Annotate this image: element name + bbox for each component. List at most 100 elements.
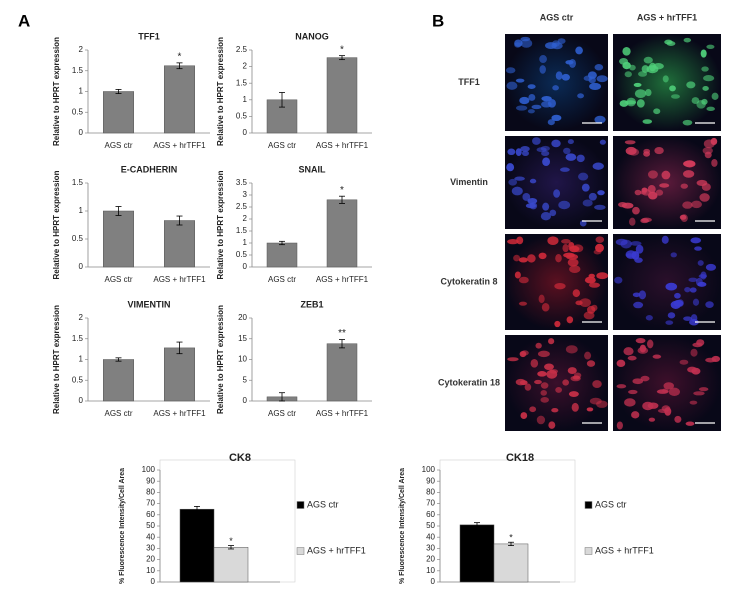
- cell: [683, 316, 693, 321]
- y-tick-label: 0.5: [72, 107, 84, 116]
- cell: [582, 199, 593, 207]
- x-tick-label: AGS + hrTFF1: [153, 275, 206, 284]
- bar: [326, 343, 358, 402]
- cell: [597, 190, 605, 196]
- cell: [595, 243, 604, 253]
- micrograph: [613, 34, 721, 131]
- y-tick-label: 50: [146, 521, 155, 530]
- cell: [633, 82, 642, 87]
- cell: [527, 84, 536, 89]
- y-tick-label: 10: [426, 566, 435, 575]
- x-tick-label: AGS + hrTFF1: [153, 141, 206, 150]
- cell: [507, 357, 519, 362]
- cell: [661, 170, 671, 180]
- cell: [594, 64, 604, 71]
- y-tick-label: 40: [426, 532, 435, 541]
- x-tick-label: AGS ctr: [104, 141, 132, 150]
- y-tick-label: 15: [238, 334, 247, 343]
- cell: [536, 147, 547, 153]
- cell: [519, 96, 530, 105]
- cell: [544, 363, 554, 371]
- error-bar: [176, 62, 183, 70]
- cell: [662, 75, 669, 83]
- cell: [548, 421, 556, 429]
- bar: [213, 547, 249, 583]
- x-tick-label: AGS + hrTFF1: [316, 275, 369, 284]
- y-tick-label: 3: [243, 190, 248, 199]
- y-tick-label: 1: [79, 206, 84, 215]
- legend-label: AGS + hrTFF1: [595, 545, 654, 555]
- y-tick-label: 0.5: [236, 250, 248, 259]
- cell: [560, 167, 570, 172]
- cell: [680, 214, 688, 223]
- y-tick-label: 0.5: [72, 375, 84, 384]
- cell: [591, 304, 598, 312]
- cell: [507, 238, 519, 245]
- error-bar: [176, 341, 183, 355]
- x-tick-label: AGS ctr: [104, 409, 132, 418]
- row-label: Cytokeratin 8: [440, 276, 497, 286]
- y-tick-label: 70: [146, 499, 155, 508]
- cell: [558, 200, 571, 210]
- legend-label: AGS ctr: [307, 499, 339, 509]
- micrograph: [505, 136, 608, 229]
- bar: [493, 543, 529, 583]
- cell: [535, 342, 542, 349]
- y-tick-label: 20: [426, 555, 435, 564]
- cell: [566, 253, 579, 260]
- y-tick-label: 2: [243, 62, 248, 71]
- cell: [624, 140, 636, 145]
- cell: [540, 382, 549, 389]
- cell: [652, 354, 662, 359]
- cell: [705, 301, 714, 308]
- chart-title: E-CADHERIN: [121, 164, 178, 174]
- cell: [532, 137, 541, 145]
- cell: [702, 147, 713, 155]
- y-axis-label: % Fluorescence Intensity/Cell Area: [119, 468, 126, 584]
- cell: [670, 252, 677, 258]
- y-tick-label: 0.5: [236, 112, 248, 121]
- significance: *: [340, 185, 344, 196]
- cell: [579, 220, 587, 227]
- cell: [690, 237, 702, 244]
- cell: [589, 397, 602, 405]
- cell: [520, 36, 531, 42]
- cell: [547, 236, 559, 245]
- significance: *: [509, 533, 513, 543]
- bar: [164, 347, 195, 402]
- chart-title: CK18: [506, 452, 534, 464]
- cell: [592, 162, 604, 170]
- cell: [516, 236, 524, 245]
- cell: [586, 360, 596, 367]
- cell: [545, 42, 557, 49]
- cell: [631, 251, 640, 260]
- cell: [563, 147, 571, 155]
- cell: [682, 201, 693, 209]
- cell: [629, 217, 636, 226]
- cell: [626, 97, 636, 107]
- cell: [635, 338, 646, 344]
- cell: [627, 355, 637, 361]
- cell: [699, 193, 710, 202]
- cell: [525, 203, 536, 209]
- cell: [553, 189, 561, 198]
- panel-label: A: [18, 11, 30, 30]
- cell: [706, 106, 715, 112]
- cell: [555, 386, 563, 393]
- cell: [549, 209, 557, 217]
- cell: [588, 192, 597, 201]
- cell: [539, 65, 546, 74]
- x-tick-label: AGS + hrTFF1: [153, 409, 206, 418]
- cell: [654, 146, 664, 155]
- cell: [674, 292, 681, 299]
- cell: [684, 286, 691, 293]
- cell: [623, 347, 634, 356]
- cell: [551, 408, 559, 413]
- micrograph: [505, 234, 609, 330]
- y-tick-label: 100: [422, 465, 436, 474]
- chart-title: TFF1: [138, 31, 160, 41]
- column-header: AGS ctr: [540, 12, 574, 22]
- cell: [547, 119, 555, 126]
- cell: [541, 96, 552, 102]
- cell: [685, 421, 695, 426]
